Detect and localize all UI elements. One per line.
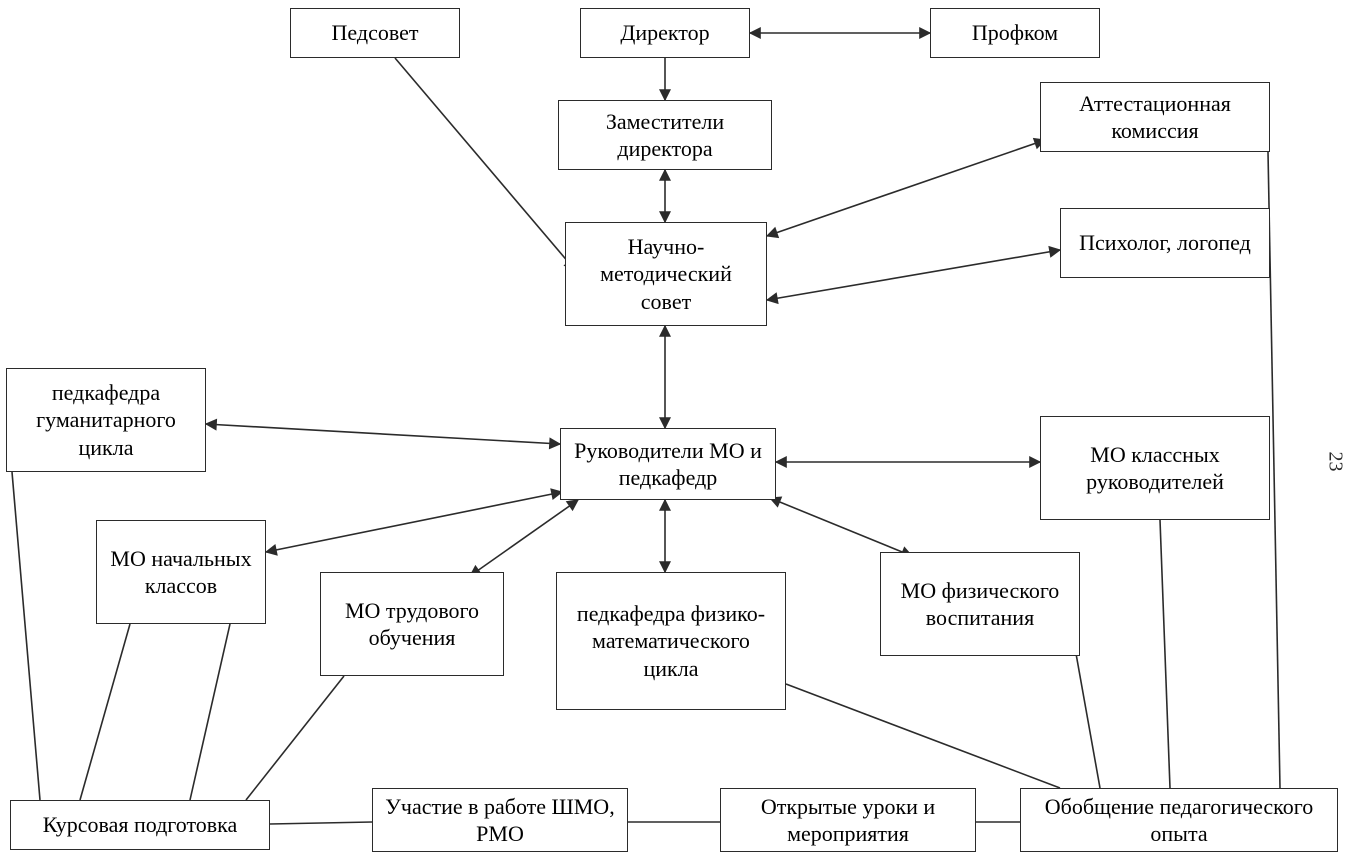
node-humanities: педкафедра гуманитарного цикла (6, 368, 206, 472)
node-kursy: Курсовая подготовка (10, 800, 270, 850)
node-label-mo_class: МО классных руководителей (1051, 441, 1259, 496)
node-zam: Заместители директора (558, 100, 772, 170)
edge-nms-psycholog (767, 250, 1060, 300)
edge-leaders-humanities (206, 424, 560, 444)
node-label-nms: Научно-методический совет (576, 233, 756, 316)
org-chart-canvas: Педсовет Директор Профком Заместители дирек… (0, 0, 1363, 868)
node-mo_trud: МО трудового обучения (320, 572, 504, 676)
node-label-mo_nach: МО начальных классов (107, 545, 255, 600)
node-mo_class: МО классных руководителей (1040, 416, 1270, 520)
node-label-leaders: Руководители МО и педкафедр (571, 437, 765, 492)
node-label-phys_math: педкафедра физико-математического цикла (567, 600, 775, 683)
node-label-zam: Заместители директора (569, 108, 761, 163)
node-label-profkom: Профком (972, 19, 1058, 47)
node-open_lessons: Открытые уроки и мероприятия (720, 788, 976, 852)
edge-mo_nach-kursy (190, 624, 230, 800)
page-number: 23 (1324, 452, 1347, 472)
node-pedsovet: Педсовет (290, 8, 460, 58)
edge-leaders-mo_nach (266, 492, 562, 552)
node-label-psycholog: Психолог, логопед (1079, 229, 1251, 257)
edge-phys_math-obobsh (786, 684, 1060, 788)
edge-kursy-shmo (270, 822, 372, 824)
edge-mo_nach-kursy (80, 624, 130, 800)
node-label-mo_trud: МО трудового обучения (331, 597, 493, 652)
node-label-mo_phys: МО физического воспитания (891, 577, 1069, 632)
node-label-director: Директор (620, 19, 709, 47)
edge-nms-attest (767, 140, 1045, 236)
node-label-attest: Аттестационная комиссия (1051, 90, 1259, 145)
node-profkom: Профком (930, 8, 1100, 58)
node-obobsh: Обобщение педагогического опыта (1020, 788, 1338, 852)
node-psycholog: Психолог, логопед (1060, 208, 1270, 278)
edge-leaders-mo_phys (770, 498, 912, 556)
edge-leaders-mo_trud (470, 500, 578, 576)
node-label-shmo: Участие в работе ШМО, РМО (383, 793, 617, 848)
edge-mo_trud-kursy (246, 676, 344, 800)
node-nms: Научно-методический совет (565, 222, 767, 326)
node-label-pedsovet: Педсовет (332, 19, 419, 47)
edge-pedsovet-nms (395, 58, 575, 270)
node-mo_phys: МО физического воспитания (880, 552, 1080, 656)
node-label-obobsh: Обобщение педагогического опыта (1031, 793, 1327, 848)
node-label-humanities: педкафедра гуманитарного цикла (17, 379, 195, 462)
node-director: Директор (580, 8, 750, 58)
node-leaders: Руководители МО и педкафедр (560, 428, 776, 500)
node-attest: Аттестационная комиссия (1040, 82, 1270, 152)
edge-humanities-kursy (12, 472, 40, 800)
node-mo_nach: МО начальных классов (96, 520, 266, 624)
node-label-kursy: Курсовая подготовка (43, 811, 238, 839)
node-shmo: Участие в работе ШМО, РМО (372, 788, 628, 852)
node-phys_math: педкафедра физико-математического цикла (556, 572, 786, 710)
edge-mo_class-obobsh (1160, 520, 1170, 788)
node-label-open_lessons: Открытые уроки и мероприятия (731, 793, 965, 848)
